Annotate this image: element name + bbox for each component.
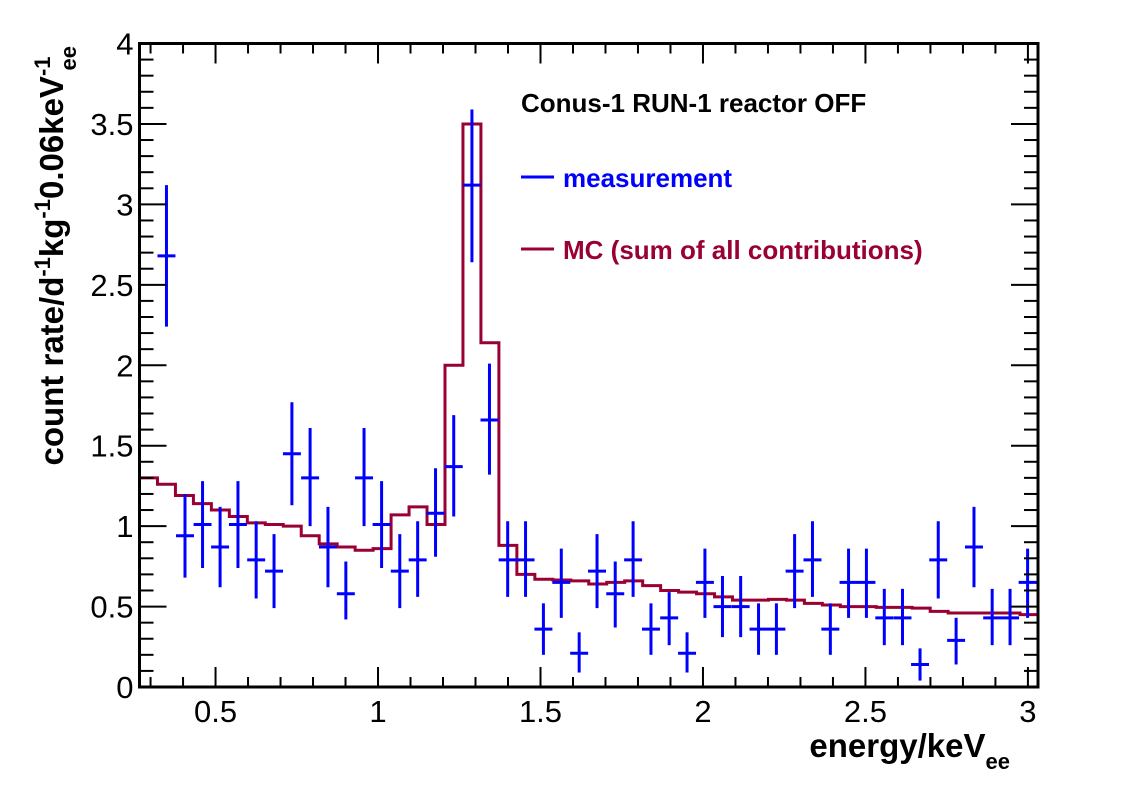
y-tick-label: 1	[116, 509, 133, 544]
x-tick-label: 3	[1019, 694, 1036, 729]
mc-histogram-line	[138, 122, 1038, 687]
measurement-point	[247, 521, 266, 599]
measurement-point	[534, 603, 553, 655]
measurement-point	[839, 548, 858, 618]
x-tick-label: 1.5	[519, 694, 562, 729]
measurement-point	[785, 534, 804, 609]
x-axis-title-main: energy/keV	[809, 727, 985, 764]
measurement-point	[964, 506, 983, 588]
measurement-point	[641, 603, 660, 655]
measurement-point	[875, 588, 894, 646]
measurement-point	[749, 603, 768, 655]
y-axis-title-part: count rate/d	[33, 277, 70, 466]
measurement-point	[301, 427, 320, 527]
measurement-point	[983, 588, 1002, 646]
measurement-point	[570, 632, 589, 673]
legend-label-measurement: measurement	[563, 163, 732, 193]
measurement-point	[157, 185, 176, 327]
legend-title: Conus-1 RUN-1 reactor OFF	[521, 88, 866, 118]
measurement-point	[857, 548, 876, 618]
measurement-point	[265, 534, 284, 609]
measurement-point	[355, 427, 374, 527]
measurement-point	[390, 534, 409, 609]
measurement-point	[893, 588, 912, 646]
x-tick-label: 1	[369, 694, 386, 729]
y-axis-title-part: kg	[33, 219, 70, 258]
measurement-point	[444, 415, 463, 517]
axes: 0 0.5 1 1.5 2 2.5 3 3.5 4 0.5 1 1.5 2 2.5 3	[90, 27, 1040, 729]
measurement-point	[588, 534, 607, 609]
y-tick-label: 0	[116, 670, 133, 705]
measurement-point	[408, 521, 427, 597]
measurement-point	[947, 617, 966, 665]
measurement-point	[767, 603, 786, 655]
measurement-point	[803, 521, 822, 597]
measurement-point	[695, 548, 714, 618]
x-axis-title-sub: ee	[986, 749, 1010, 774]
y-tick-label: 4	[116, 27, 133, 62]
measurement-point	[336, 561, 355, 620]
y-tick-label: 3.5	[90, 107, 133, 142]
y-tick-label: 1.5	[90, 429, 133, 464]
y-tick-label: 2.5	[90, 268, 133, 303]
measurement-point	[911, 648, 930, 681]
y-tick-label: 3	[116, 187, 133, 222]
legend-label-mc: MC (sum of all contributions)	[563, 235, 923, 265]
x-axis-title: energy/keVee	[809, 727, 1010, 774]
y-axis-title-part: 0.06keV	[33, 76, 70, 199]
measurement-point	[660, 592, 679, 646]
measurement-point	[498, 521, 517, 597]
measurement-point	[713, 575, 732, 638]
measurement-point	[372, 481, 391, 568]
measurement-point	[821, 603, 840, 655]
measurement-point	[318, 506, 337, 588]
y-axis-title-sub: ee	[56, 46, 81, 70]
measurement-point	[228, 481, 247, 568]
measurement-point	[516, 521, 535, 597]
measurement-point	[176, 493, 194, 578]
measurement-point	[426, 468, 445, 557]
measurement-point	[929, 521, 948, 599]
x-tick-label: 2	[694, 694, 711, 729]
y-axis-title-sup: -1	[30, 56, 55, 76]
y-axis-title-sup: -1	[30, 257, 55, 277]
measurement-point	[211, 506, 230, 588]
measurement-point	[624, 521, 643, 597]
measurement-point	[193, 481, 212, 568]
legend: Conus-1 RUN-1 reactor OFF measurement MC…	[521, 88, 923, 265]
y-tick-label: 2	[116, 348, 133, 383]
measurement-point	[480, 363, 499, 475]
x-tick-label: 0.5	[194, 694, 237, 729]
measurement-point	[731, 575, 750, 638]
y-axis-title-sup: -1	[30, 199, 55, 219]
x-tick-label: 2.5	[844, 694, 887, 729]
measurement-point	[462, 109, 481, 263]
y-tick-label: 0.5	[90, 590, 133, 625]
measurement-point	[1001, 588, 1020, 646]
measurement-point	[282, 402, 301, 506]
plot-area	[138, 109, 1038, 687]
measurement-point	[552, 548, 571, 618]
y-axis-title: count rate/d-1kg-10.06keV-1ee	[30, 46, 81, 466]
measurement-point	[678, 632, 697, 673]
measurement-point	[606, 561, 625, 628]
